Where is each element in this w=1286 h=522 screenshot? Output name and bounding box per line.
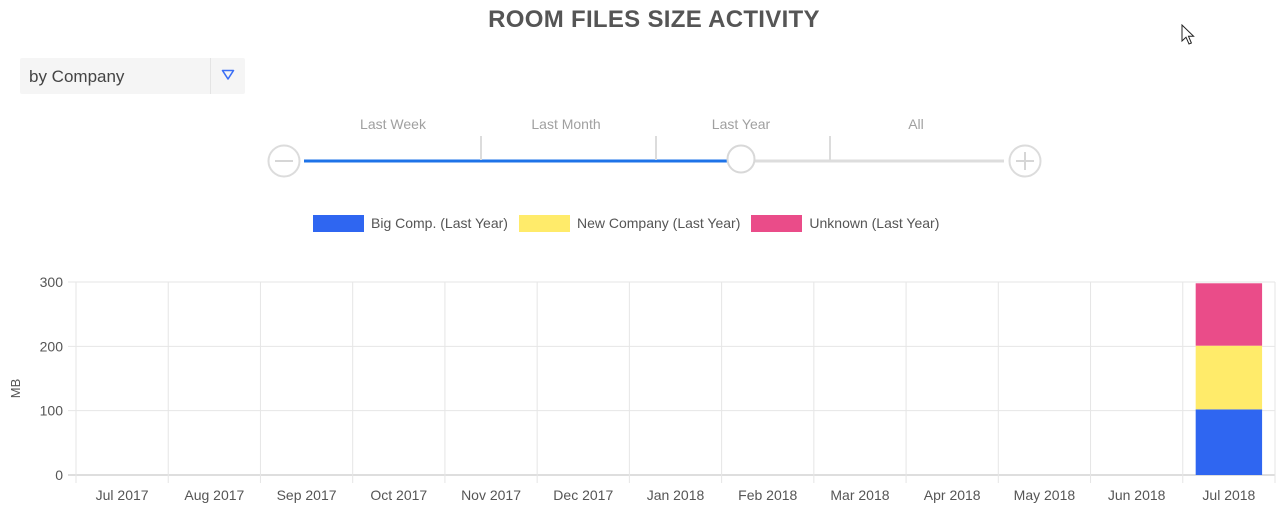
slider-track-svg	[267, 136, 1042, 178]
legend-item-big-comp[interactable]: Big Comp. (Last Year)	[313, 214, 508, 232]
x-tick-label: May 2018	[1014, 487, 1076, 503]
legend-swatch-unknown	[751, 214, 803, 232]
y-tick-label: 0	[55, 467, 63, 483]
x-tick-label: Nov 2017	[461, 487, 521, 503]
mouse-pointer-icon	[1181, 24, 1195, 45]
range-label-last-month[interactable]: Last Month	[531, 116, 601, 132]
minus-circle-icon[interactable]	[267, 144, 301, 178]
x-tick-label: Jun 2018	[1108, 487, 1166, 503]
stacked-bar-chart: 0 100 200 300 Jul 2017 Aug 2017 Sep 2017 Oct 20…	[8, 274, 1276, 503]
y-tick-label: 200	[40, 338, 64, 354]
select-divider	[210, 58, 211, 94]
legend-swatch-big-comp	[313, 214, 364, 232]
y-axis-label: MB	[8, 379, 23, 399]
slider-handle[interactable]	[726, 144, 756, 174]
legend-label-big-comp: Big Comp. (Last Year)	[371, 215, 508, 231]
range-label-all[interactable]: All	[908, 116, 924, 132]
legend-item-unknown[interactable]: Unknown (Last Year)	[751, 214, 940, 232]
x-tick-label: Sep 2017	[277, 487, 337, 503]
legend-swatch-new-company	[518, 214, 570, 232]
x-tick-label: Aug 2017	[184, 487, 244, 503]
x-tick-label: Feb 2018	[738, 487, 797, 503]
legend-label-new-company: New Company (Last Year)	[576, 215, 741, 231]
page-title: ROOM FILES SIZE ACTIVITY	[488, 6, 820, 33]
group-by-select[interactable]: by Company	[20, 58, 245, 94]
range-label-last-week[interactable]: Last Week	[360, 116, 426, 132]
x-tick-label: Mar 2018	[830, 487, 889, 503]
x-tick-label: Apr 2018	[924, 487, 981, 503]
legend-item-new-company[interactable]: New Company (Last Year)	[518, 214, 741, 232]
x-tick-label: Jan 2018	[647, 487, 705, 503]
time-range-slider[interactable]: Last Week Last Month Last Year All	[260, 110, 1060, 190]
bar-segment[interactable]	[1195, 345, 1263, 410]
group-by-value: by Company	[29, 67, 125, 86]
x-tick-label: Oct 2017	[370, 487, 427, 503]
x-tick-label: Jul 2018	[1202, 487, 1255, 503]
plus-circle-icon[interactable]	[1008, 144, 1042, 178]
bar-segment[interactable]	[1195, 409, 1263, 475]
y-tick-label: 100	[40, 403, 64, 419]
bar-segment[interactable]	[1195, 283, 1263, 346]
triangle-down-icon[interactable]	[221, 68, 235, 82]
legend-label-unknown: Unknown (Last Year)	[809, 215, 940, 231]
x-tick-label: Jul 2017	[96, 487, 149, 503]
y-tick-label: 300	[40, 274, 64, 290]
x-tick-label: Dec 2017	[553, 487, 613, 503]
chart-legend: Big Comp. (Last Year) New Company (Last …	[313, 212, 950, 234]
range-label-last-year[interactable]: Last Year	[711, 116, 771, 132]
